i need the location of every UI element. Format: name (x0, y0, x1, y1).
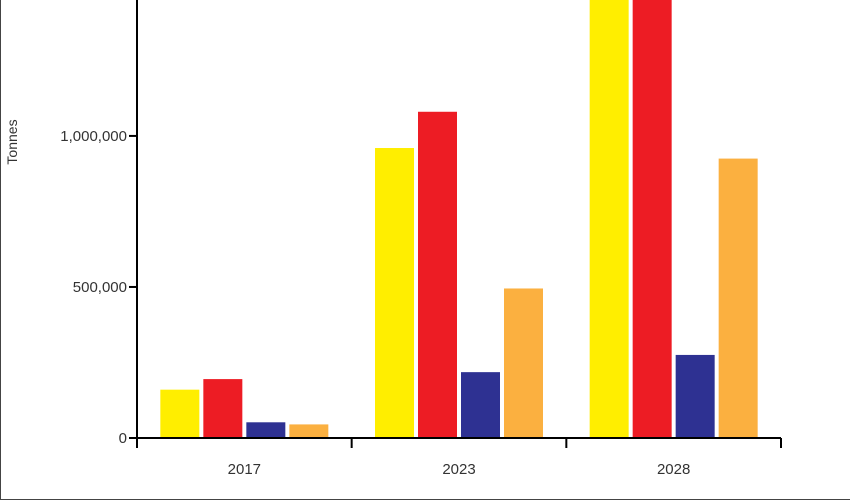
axes-group (136, 0, 781, 439)
y-tick-label: 500,000 (73, 279, 127, 296)
bar-2028-series-4 (718, 158, 758, 438)
bar-2028-series-3 (675, 354, 715, 438)
x-ticks-group: 2017 2023 2028 (136, 438, 782, 478)
bar-2028-series-2 (632, 0, 672, 438)
bar-2028-series-1 (589, 0, 629, 438)
y-tick-label: 0 (119, 430, 127, 447)
y-tick-label: 1,000,000 (60, 128, 127, 145)
bar-2017-series-1 (160, 389, 200, 438)
bar-2017-series-4 (289, 424, 329, 438)
bar-2023-series-1 (375, 148, 414, 438)
y-axis-title: Tonnes (4, 119, 20, 164)
x-tick-label-2017: 2017 (228, 461, 261, 478)
bar-2017-series-3 (246, 422, 286, 438)
bar-2023-series-4 (504, 288, 543, 438)
x-tick-label-2023: 2023 (442, 461, 475, 478)
bar-2017-series-2 (203, 379, 243, 438)
bars-group (160, 0, 758, 438)
bar-2023-series-2 (418, 111, 457, 438)
y-ticks-group: 0 500,000 1,000,000 (60, 128, 137, 447)
x-tick-label-2028: 2028 (657, 461, 690, 478)
bar-2023-series-3 (461, 372, 500, 438)
